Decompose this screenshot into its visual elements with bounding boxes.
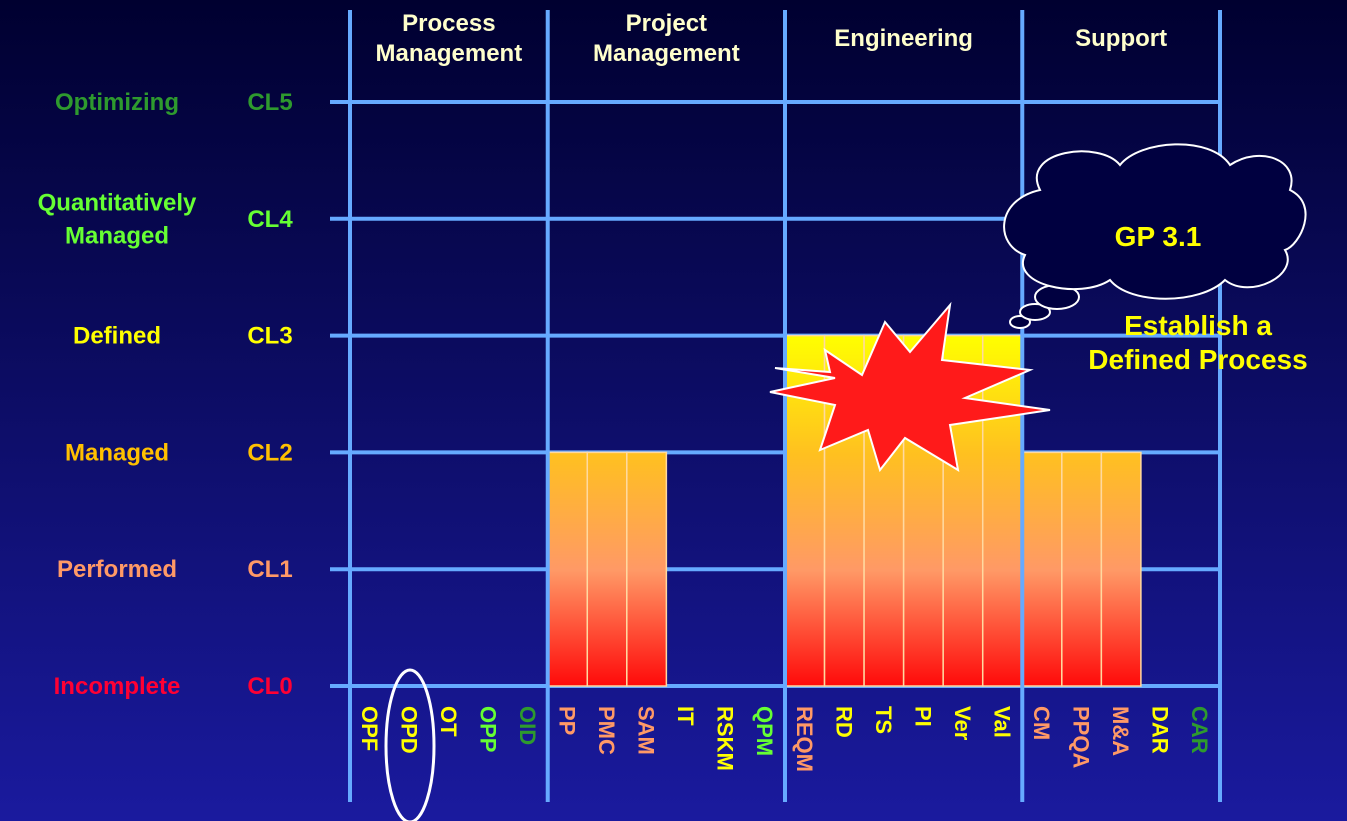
bar	[546, 451, 589, 687]
x-tick-label: OPD	[396, 706, 421, 754]
column-lines	[348, 10, 1222, 802]
level-name: Optimizing	[55, 89, 179, 116]
x-tick-label: PMC	[594, 706, 619, 755]
x-tick-label: PI	[910, 706, 935, 727]
bar	[981, 334, 1024, 687]
x-tick-label: Val	[990, 706, 1015, 738]
starburst	[769, 301, 1051, 473]
bar	[1100, 451, 1142, 687]
y-tick-label: CL4	[247, 206, 293, 233]
x-tick-label: RSKM	[713, 706, 738, 771]
group-header: Engineering	[834, 25, 973, 52]
annotation: GP 3.1	[1115, 221, 1202, 252]
y-tick-label: CL5	[247, 89, 292, 116]
cloud	[1003, 143, 1307, 329]
bar	[586, 451, 628, 687]
x-tick-label: DAR	[1148, 706, 1173, 754]
x-tick-label: OT	[436, 706, 461, 737]
highlight-ellipse	[384, 668, 436, 821]
level-name: Managed	[65, 439, 169, 466]
y-tick-label: CL1	[247, 556, 292, 583]
x-tick-label: OPF	[357, 706, 382, 751]
level-name: Quantitatively Managed	[38, 189, 197, 249]
x-tick-label: SAM	[634, 706, 659, 755]
y-tick-label: CL3	[247, 323, 292, 350]
bar	[626, 451, 668, 687]
x-tick-label: IT	[673, 706, 698, 726]
x-tick-label: PP	[555, 706, 580, 735]
x-tick-label: PPQA	[1069, 706, 1094, 768]
group-header: Process Management	[376, 10, 523, 67]
bar	[1021, 451, 1063, 687]
x-tick-label: TS	[871, 706, 896, 734]
bar	[1061, 451, 1103, 687]
x-tick-label: REQM	[792, 706, 817, 772]
labels: CL0 Incomplete CL1 Performed CL2 Managed CL3 De…	[38, 10, 1213, 772]
x-tick-label: RD	[831, 706, 856, 738]
level-name: Incomplete	[54, 673, 181, 700]
x-tick-label: CM	[1029, 706, 1054, 740]
annotation: Establish a Defined Process	[1088, 310, 1307, 375]
level-name: Performed	[57, 556, 177, 583]
x-tick-label: M&A	[1108, 706, 1133, 756]
x-tick-label: OPP	[475, 706, 500, 752]
x-tick-label: OID	[515, 706, 540, 745]
group-header: Support	[1075, 25, 1167, 52]
y-tick-label: CL2	[247, 439, 292, 466]
x-tick-label: CAR	[1187, 706, 1212, 754]
group-header: Project Management	[593, 10, 740, 67]
level-name: Defined	[73, 323, 161, 350]
x-tick-label: Ver	[950, 706, 975, 741]
y-tick-label: CL0	[247, 673, 292, 700]
x-tick-label: QPM	[752, 706, 777, 756]
